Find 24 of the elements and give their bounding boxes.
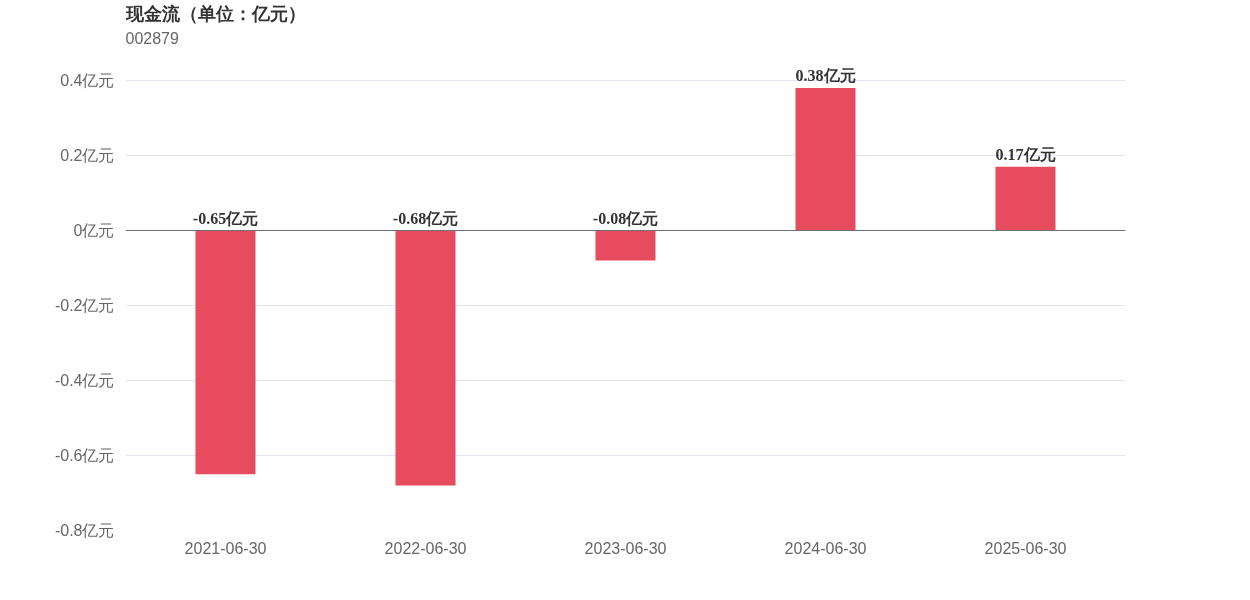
y-tick-label: 0亿元 — [73, 222, 115, 239]
data-label: -0.08亿元 — [592, 209, 659, 227]
bar — [595, 230, 656, 261]
data-label: -0.68亿元 — [392, 209, 459, 227]
y-tick-label: -0.2亿元 — [54, 297, 115, 314]
y-tick-label: 0.4亿元 — [60, 72, 115, 89]
bar — [395, 230, 456, 486]
bar — [995, 166, 1056, 231]
x-tick-label: 2024-06-30 — [784, 539, 867, 557]
x-tick-label: 2022-06-30 — [384, 539, 467, 557]
y-tick-label: 0.2亿元 — [60, 147, 115, 164]
x-tick-label: 2025-06-30 — [984, 539, 1067, 557]
bar — [795, 88, 856, 231]
y-tick-label: -0.4亿元 — [54, 372, 115, 389]
chart-title: 现金流（单位：亿元） — [124, 3, 306, 24]
data-label: -0.65亿元 — [192, 209, 259, 227]
bar — [195, 230, 256, 475]
x-tick-label: 2021-06-30 — [184, 539, 267, 557]
chart-subtitle: 002879 — [125, 29, 179, 47]
y-tick-label: -0.6亿元 — [54, 447, 115, 464]
x-tick-label: 2023-06-30 — [584, 539, 667, 557]
data-label: 0.17亿元 — [995, 145, 1056, 163]
data-label: 0.38亿元 — [795, 67, 856, 84]
y-tick-label: -0.8亿元 — [54, 522, 115, 539]
